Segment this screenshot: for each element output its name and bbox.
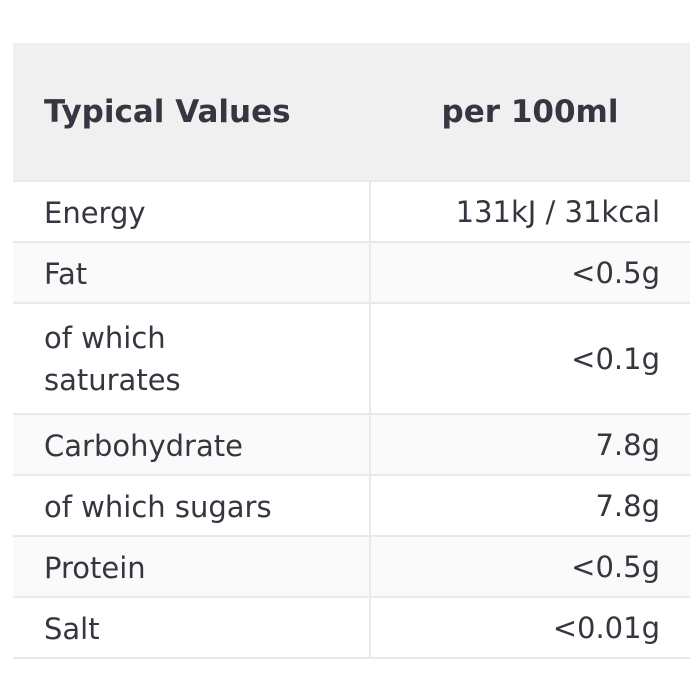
table-row-fat: Fat <0.5g: [13, 241, 690, 303]
row-label-salt: Salt: [44, 611, 100, 646]
row-value-fat: <0.5g: [369, 241, 690, 303]
table-row-saturates: of which saturates <0.1g: [13, 302, 690, 414]
table-row-energy: Energy 131kJ / 31kcal: [13, 180, 690, 242]
row-label-protein: Protein: [44, 550, 146, 585]
table-row-sugars: of which sugars 7.8g: [13, 474, 690, 536]
table-header-row: Typical Values per 100ml: [13, 43, 690, 181]
row-value-protein: <0.5g: [369, 535, 690, 597]
header-per-100ml: per 100ml: [370, 43, 690, 181]
row-value-sugars: 7.8g: [369, 474, 690, 536]
header-typical-values: Typical Values: [13, 43, 370, 181]
row-label-energy: Energy: [44, 195, 146, 230]
row-label-fat: Fat: [44, 256, 88, 291]
row-label-carbohydrate: Carbohydrate: [44, 428, 243, 463]
row-label-saturates: of which saturates: [44, 320, 181, 397]
row-value-salt: <0.01g: [369, 596, 690, 659]
row-value-saturates: <0.1g: [369, 302, 690, 414]
row-value-energy: 131kJ / 31kcal: [369, 180, 690, 242]
table-row-salt: Salt <0.01g: [13, 596, 690, 659]
row-label-sugars: of which sugars: [44, 489, 272, 524]
row-value-carbohydrate: 7.8g: [369, 413, 690, 475]
nutrition-table: Typical Values per 100ml Energy 131kJ / …: [13, 43, 690, 659]
table-row-carbohydrate: Carbohydrate 7.8g: [13, 413, 690, 475]
table-row-protein: Protein <0.5g: [13, 535, 690, 597]
